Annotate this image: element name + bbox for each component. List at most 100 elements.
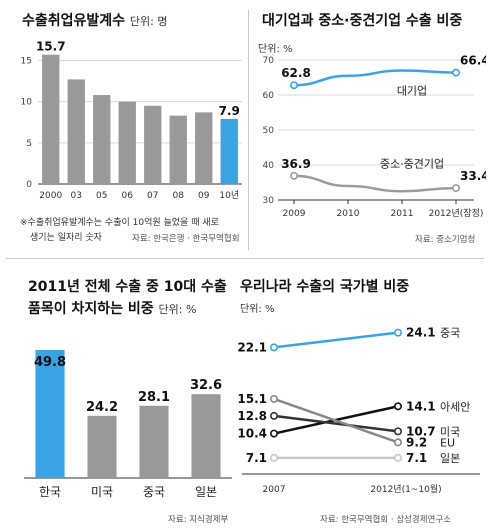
panel3-title-line2-text: 품목이 차지하는 비중 (28, 301, 154, 317)
bar (144, 105, 162, 184)
y-tick-label: 30 (263, 196, 275, 206)
series-point (289, 171, 298, 180)
data-label: 24.1 (406, 326, 436, 340)
bar (195, 112, 213, 184)
series-point (269, 411, 278, 420)
series-name-label: EU (440, 436, 455, 449)
panel1-title-text: 수출취업유발계수 (22, 13, 126, 29)
bar (220, 118, 238, 184)
data-label: 7.1 (246, 451, 267, 465)
series-line (293, 69, 457, 87)
panel1-title: 수출취업유발계수 단위: 명 (22, 10, 167, 30)
series-name-label: 일본 (440, 451, 460, 465)
series-name-label: 대기업 (397, 85, 427, 98)
bar (42, 54, 60, 184)
data-label: 66.4 (460, 54, 486, 68)
bar (169, 115, 187, 184)
bar (35, 350, 65, 478)
y-tick-label: 70 (263, 56, 275, 66)
x-tick-label: 중국 (143, 485, 165, 499)
data-label: 22.1 (237, 340, 267, 354)
data-label: 33.4 (460, 169, 486, 183)
y-tick-label: 40 (263, 161, 275, 171)
series-point (394, 453, 403, 462)
data-label: 32.6 (190, 378, 222, 393)
data-label: 24.2 (86, 400, 118, 415)
x-tick-label: 미국 (91, 485, 113, 499)
data-label: 15.7 (36, 40, 66, 54)
x-tick-label: 07 (147, 191, 158, 201)
panel1-note-line1: ※수출취업유발계수는 수출이 10억원 늘었을 때 새로 (20, 218, 219, 228)
series-point (394, 438, 403, 447)
vertical-divider-top (248, 10, 249, 250)
series-point (269, 429, 278, 438)
panel1-note-line2: 생기는 일자리 숫자 (30, 233, 102, 243)
bar (87, 415, 117, 478)
panel2-title: 대기업과 중소·중견기업 수출 비중 (262, 13, 463, 29)
series-name-label: 중국 (440, 327, 460, 340)
series-name-label: 중소·중견기업 (380, 157, 444, 170)
data-label: 49.8 (34, 355, 66, 370)
x-tick-label: 2012년(잠정) (429, 208, 484, 219)
panel3-source: 자료: 지식경제부 (168, 515, 229, 525)
panel2-source: 자료: 중소기업청 (415, 235, 476, 245)
x-tick-label: 2007 (263, 485, 286, 495)
data-label: 10.7 (406, 424, 436, 438)
horizontal-divider (6, 258, 484, 259)
y-tick-label: 0 (26, 180, 32, 190)
panel4-title: 우리나라 수출의 국가별 비중 (240, 279, 410, 295)
y-tick-label: 10 (21, 98, 33, 108)
series-point (289, 81, 298, 90)
bar (191, 394, 221, 478)
country-share-slope-chart: 2007 2012년(1~10월) 22.1 24.1 중국 10.4 14.1 아세안 12.… (237, 326, 480, 495)
x-tick-label: 05 (96, 191, 107, 201)
series-line (273, 414, 399, 433)
y-tick-label: 60 (263, 91, 275, 101)
x-tick-label: 06 (122, 191, 134, 201)
bar (67, 79, 85, 184)
x-tick-label: 08 (173, 191, 185, 201)
x-tick-label: 09 (198, 191, 210, 201)
x-tick-label: 2010 (337, 209, 360, 219)
panel2-unit: 단위: % (258, 44, 293, 55)
series-point (269, 453, 278, 462)
series-point (269, 343, 278, 352)
company-share-line-chart: 30 40 50 60 70 2009 2010 2011 2012년(잠정) 62.8 66.4 대… (263, 54, 486, 219)
x-tick-label: 2011 (391, 209, 414, 219)
y-tick-label: 50 (263, 126, 275, 136)
series-point (269, 394, 278, 403)
panel4-unit: 단위: % (240, 304, 275, 315)
data-label: 7.9 (219, 104, 240, 118)
data-label: 9.2 (406, 435, 427, 449)
series-line (273, 331, 399, 349)
data-label: 7.1 (406, 451, 427, 465)
x-tick-label: 2009 (283, 209, 306, 219)
data-label: 10.4 (237, 427, 267, 441)
top10-share-bar-chart: 49.8 한국 24.2 미국 28.1 중국 32.6 일본 (24, 350, 232, 499)
x-tick-label: 한국 (39, 485, 61, 499)
x-tick-label: 03 (71, 191, 82, 201)
series-point (452, 68, 461, 77)
series-point (394, 427, 403, 436)
panel1-unit: 단위: 명 (129, 15, 168, 28)
panel3-title-line2: 품목이 차지하는 비중 단위: % (28, 298, 196, 318)
bar (118, 101, 136, 184)
panel4-source: 자료: 한국무역협회 · 삼성경제연구소 (320, 515, 451, 525)
x-tick-label: 일본 (195, 485, 217, 499)
data-label: 62.8 (281, 66, 311, 80)
data-label: 15.1 (237, 392, 267, 406)
x-tick-label: 2000 (39, 191, 62, 201)
panel3-unit: 단위: % (158, 303, 197, 316)
data-label: 36.9 (281, 157, 311, 171)
bar (139, 405, 169, 478)
x-tick-label: 10년 (219, 190, 239, 201)
series-name-label: 아세안 (440, 400, 470, 413)
y-tick-label: 15 (21, 56, 32, 66)
series-name-label: 미국 (440, 425, 460, 438)
x-tick-label: 2012년(1~10월) (370, 483, 441, 495)
y-tick-label: 5 (26, 139, 32, 149)
series-point (452, 184, 461, 193)
panel1-source: 자료: 한국은행 · 한국무역협회 (132, 234, 240, 244)
series-line (293, 174, 457, 193)
